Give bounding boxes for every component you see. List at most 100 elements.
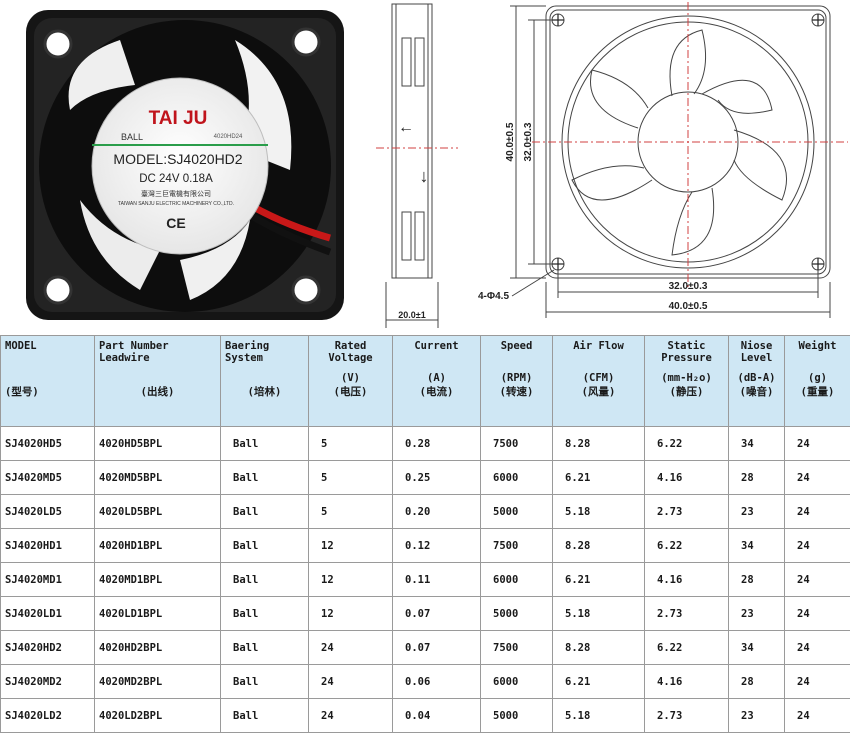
cell-bearing-system: Ball	[221, 665, 309, 699]
cell-part-number: 4020MD1BPL	[95, 563, 221, 597]
label-code: 4020HD24	[214, 134, 243, 140]
header-part-number-line2: Leadwire	[99, 352, 216, 364]
cell-bearing-system: Ball	[221, 461, 309, 495]
header-noise-level-line2: Level	[733, 352, 780, 364]
cell-part-number: 4020HD2BPL	[95, 631, 221, 665]
header-static-pressure-unit: (mm-H₂o)	[649, 372, 724, 384]
header-static-pressure-line2: Pressure	[649, 352, 724, 364]
cell-part-number: 4020MD5BPL	[95, 461, 221, 495]
side-rotation-arrow-down: ↓	[420, 166, 429, 186]
cell-current: 0.20	[393, 495, 481, 529]
cell-model: SJ4020LD5	[1, 495, 95, 529]
cell-part-number: 4020LD1BPL	[95, 597, 221, 631]
cell-speed: 5000	[481, 495, 553, 529]
header-model-unit	[5, 372, 90, 384]
cell-bearing-system: Ball	[221, 631, 309, 665]
cell-rated-voltage: 12	[309, 529, 393, 563]
cell-model: SJ4020HD5	[1, 427, 95, 461]
label-ball: BALL	[121, 132, 143, 142]
label-rating: DC 24V 0.18A	[139, 173, 213, 185]
header-rated-voltage-unit: (V)	[313, 372, 388, 384]
cell-noise-level: 34	[729, 631, 785, 665]
header-part-number-chinese: (出线)	[99, 384, 216, 399]
cell-speed: 7500	[481, 529, 553, 563]
header-bearing-system-line2: System	[225, 352, 304, 364]
header-rated-voltage-chinese: (电压)	[313, 384, 388, 399]
cell-noise-level: 34	[729, 427, 785, 461]
cell-model: SJ4020MD1	[1, 563, 95, 597]
cell-air-flow: 6.21	[553, 563, 645, 597]
label-company-en: TAIWAN SANJU ELECTRIC MACHINERY CO.,LTD.	[118, 201, 234, 207]
cell-air-flow: 5.18	[553, 597, 645, 631]
cell-current: 0.07	[393, 631, 481, 665]
cell-weight: 24	[785, 427, 850, 461]
front-height-holes-dimension: 32.0±0.3	[523, 122, 534, 161]
cell-bearing-system: Ball	[221, 495, 309, 529]
header-rated-voltage-line2: Voltage	[313, 352, 388, 364]
header-weight-chinese: (重量)	[789, 384, 846, 399]
header-bearing-system-chinese: (培林)	[225, 384, 304, 399]
cell-bearing-system: Ball	[221, 699, 309, 733]
cell-speed: 5000	[481, 597, 553, 631]
header-part-number-unit	[99, 372, 216, 384]
cell-rated-voltage: 24	[309, 665, 393, 699]
cell-air-flow: 6.21	[553, 665, 645, 699]
cell-noise-level: 28	[729, 461, 785, 495]
header-speed-line1: Speed	[485, 340, 548, 352]
cell-rated-voltage: 5	[309, 461, 393, 495]
cell-noise-level: 23	[729, 495, 785, 529]
cell-air-flow: 5.18	[553, 495, 645, 529]
cell-part-number: 4020MD2BPL	[95, 665, 221, 699]
header-air-flow: Air Flow (CFM)(风量)	[553, 336, 645, 427]
cell-model: SJ4020LD1	[1, 597, 95, 631]
cell-air-flow: 8.28	[553, 631, 645, 665]
cell-rated-voltage: 24	[309, 699, 393, 733]
cell-rated-voltage: 12	[309, 563, 393, 597]
header-noise-level-line1: Niose	[733, 340, 780, 352]
fan-product-photo: TAI JU BALL 4020HD24 MODEL:SJ4020HD2 DC …	[0, 0, 345, 332]
cell-speed: 7500	[481, 427, 553, 461]
cell-rated-voltage: 12	[309, 597, 393, 631]
cell-weight: 24	[785, 631, 850, 665]
cell-weight: 24	[785, 597, 850, 631]
fan-front-view-drawing: 40.0±0.5 32.0±0.3 32.0±0.3 40.0±0.5 4-Φ4…	[472, 0, 850, 332]
header-rated-voltage-line1: Rated	[313, 340, 388, 352]
header-weight-unit: (g)	[789, 372, 846, 384]
cell-current: 0.11	[393, 563, 481, 597]
header-model-line1: MODEL	[5, 340, 90, 352]
cell-air-flow: 6.21	[553, 461, 645, 495]
header-air-flow-unit: (CFM)	[557, 372, 640, 384]
header-bearing-system-line1: Baering	[225, 340, 304, 352]
label-model: MODEL:SJ4020HD2	[113, 151, 242, 167]
cell-noise-level: 23	[729, 597, 785, 631]
cell-current: 0.12	[393, 529, 481, 563]
cell-noise-level: 23	[729, 699, 785, 733]
cell-weight: 24	[785, 699, 850, 733]
header-bearing-system-unit	[225, 372, 304, 384]
cell-weight: 24	[785, 529, 850, 563]
header-speed-chinese: (转速)	[485, 384, 548, 399]
header-speed-unit: (RPM)	[485, 372, 548, 384]
cell-static-pressure: 4.16	[645, 563, 729, 597]
header-model-chinese: (型号)	[5, 384, 90, 399]
header-speed: Speed (RPM)(转速)	[481, 336, 553, 427]
cell-current: 0.07	[393, 597, 481, 631]
label-company-cn: 臺灣三巨電機有限公司	[141, 189, 211, 198]
front-height-outer-dimension: 40.0±0.5	[505, 122, 516, 161]
cell-static-pressure: 2.73	[645, 699, 729, 733]
cell-bearing-system: Ball	[221, 563, 309, 597]
header-part-number-line1: Part Number	[99, 340, 216, 352]
front-mount-holes-dimension: 4-Φ4.5	[478, 291, 509, 302]
cell-weight: 24	[785, 665, 850, 699]
